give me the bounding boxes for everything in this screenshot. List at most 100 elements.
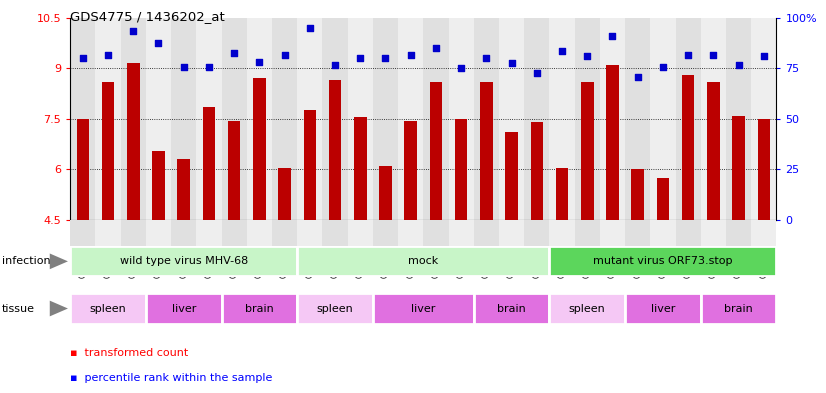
Point <box>102 51 115 58</box>
Bar <box>650 18 676 220</box>
Bar <box>373 220 398 273</box>
Point <box>581 53 594 60</box>
Text: mock: mock <box>408 256 439 266</box>
Bar <box>121 18 146 220</box>
Bar <box>121 220 146 273</box>
Bar <box>575 18 600 220</box>
Bar <box>449 18 474 220</box>
Point <box>631 73 644 80</box>
Bar <box>625 220 650 273</box>
Point <box>202 63 216 70</box>
Bar <box>455 119 468 220</box>
Bar <box>726 18 751 220</box>
Bar <box>631 169 644 220</box>
Bar <box>152 151 165 220</box>
Bar <box>379 166 392 220</box>
Bar <box>197 18 221 220</box>
Bar <box>197 220 221 273</box>
Text: tissue: tissue <box>2 303 35 314</box>
Point <box>379 55 392 61</box>
Bar <box>423 220 449 273</box>
Bar <box>373 294 474 323</box>
Text: spleen: spleen <box>569 303 605 314</box>
Bar <box>575 220 600 273</box>
Bar <box>625 18 650 220</box>
Point <box>404 51 417 58</box>
Point <box>152 40 165 46</box>
Bar <box>625 294 700 323</box>
Bar <box>146 220 171 273</box>
Point <box>530 70 544 77</box>
Point <box>430 45 443 51</box>
Point <box>76 55 89 61</box>
Point <box>253 59 266 65</box>
Bar <box>348 220 373 273</box>
Text: wild type virus MHV-68: wild type virus MHV-68 <box>120 256 248 266</box>
Bar <box>178 160 190 220</box>
Bar <box>322 18 348 220</box>
Bar <box>127 63 140 220</box>
Bar <box>297 18 322 220</box>
Bar <box>530 122 544 220</box>
Bar <box>681 75 695 220</box>
Bar <box>423 18 449 220</box>
Polygon shape <box>50 301 68 316</box>
Bar <box>70 294 146 323</box>
Point <box>505 60 518 66</box>
Bar <box>398 220 423 273</box>
Text: GDS4775 / 1436202_at: GDS4775 / 1436202_at <box>70 10 225 23</box>
Point <box>555 48 568 55</box>
Bar <box>556 168 568 220</box>
Bar <box>733 116 745 220</box>
Point <box>177 63 190 70</box>
Text: infection: infection <box>2 256 50 266</box>
Bar <box>278 168 291 220</box>
Bar <box>102 82 114 220</box>
Point <box>126 28 140 34</box>
Text: brain: brain <box>724 303 753 314</box>
Text: ▪  transformed count: ▪ transformed count <box>70 348 188 358</box>
Bar <box>700 294 776 323</box>
Bar <box>700 18 726 220</box>
Text: brain: brain <box>245 303 273 314</box>
Bar <box>322 220 348 273</box>
Point <box>657 63 670 70</box>
Bar <box>354 117 367 220</box>
Text: liver: liver <box>172 303 196 314</box>
Text: liver: liver <box>411 303 435 314</box>
Bar <box>474 294 549 323</box>
Bar <box>272 220 297 273</box>
Bar <box>171 220 197 273</box>
Bar <box>549 246 776 276</box>
Bar <box>247 18 272 220</box>
Bar <box>70 246 297 276</box>
Text: ▪  percentile rank within the sample: ▪ percentile rank within the sample <box>70 373 273 383</box>
Text: spleen: spleen <box>316 303 354 314</box>
Bar <box>221 294 297 323</box>
Bar <box>405 121 417 220</box>
Bar <box>253 79 266 220</box>
Point <box>227 50 240 56</box>
Bar <box>146 294 221 323</box>
Bar <box>650 220 676 273</box>
Bar <box>96 18 121 220</box>
Bar <box>247 220 272 273</box>
Bar <box>221 18 247 220</box>
Bar <box>525 18 549 220</box>
Point <box>732 62 745 68</box>
Bar <box>272 18 297 220</box>
Bar <box>549 18 575 220</box>
Bar <box>581 82 594 220</box>
Bar <box>499 18 525 220</box>
Bar <box>297 246 549 276</box>
Text: spleen: spleen <box>90 303 126 314</box>
Bar <box>726 220 751 273</box>
Bar <box>676 18 700 220</box>
Bar <box>657 178 669 220</box>
Bar <box>171 18 197 220</box>
Bar <box>676 220 700 273</box>
Bar <box>77 119 89 220</box>
Point <box>707 51 720 58</box>
Bar <box>600 18 625 220</box>
Bar <box>329 80 341 220</box>
